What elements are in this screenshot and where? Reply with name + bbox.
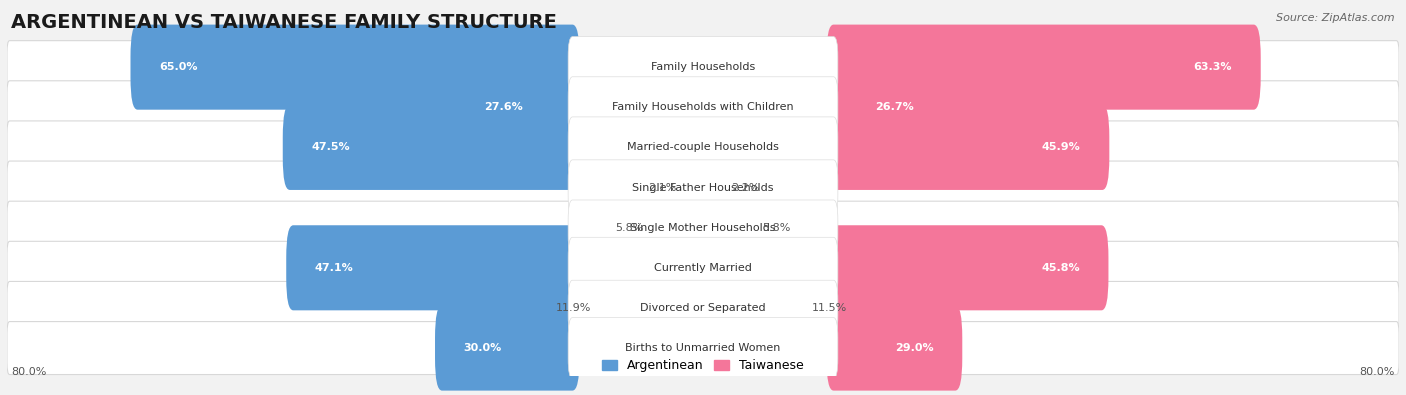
FancyBboxPatch shape: [827, 65, 942, 150]
FancyBboxPatch shape: [7, 121, 1399, 174]
FancyBboxPatch shape: [287, 225, 579, 310]
Text: ARGENTINEAN VS TAIWANESE FAMILY STRUCTURE: ARGENTINEAN VS TAIWANESE FAMILY STRUCTUR…: [11, 13, 557, 32]
FancyBboxPatch shape: [568, 237, 838, 298]
Text: Family Households: Family Households: [651, 62, 755, 72]
Legend: Argentinean, Taiwanese: Argentinean, Taiwanese: [598, 354, 808, 377]
FancyBboxPatch shape: [568, 160, 838, 215]
Text: Births to Unmarried Women: Births to Unmarried Women: [626, 343, 780, 353]
Text: 45.8%: 45.8%: [1040, 263, 1080, 273]
Text: Family Households with Children: Family Households with Children: [612, 102, 794, 112]
FancyBboxPatch shape: [283, 105, 579, 190]
Text: 80.0%: 80.0%: [1360, 367, 1395, 377]
Text: Currently Married: Currently Married: [654, 263, 752, 273]
FancyBboxPatch shape: [7, 322, 1399, 374]
FancyBboxPatch shape: [568, 117, 838, 178]
Text: 80.0%: 80.0%: [11, 367, 46, 377]
Text: 65.0%: 65.0%: [159, 62, 198, 72]
Text: Source: ZipAtlas.com: Source: ZipAtlas.com: [1277, 13, 1395, 23]
FancyBboxPatch shape: [7, 282, 1399, 335]
Text: 11.5%: 11.5%: [811, 303, 846, 313]
Text: 63.3%: 63.3%: [1194, 62, 1232, 72]
FancyBboxPatch shape: [827, 225, 1108, 310]
Text: 47.1%: 47.1%: [315, 263, 354, 273]
FancyBboxPatch shape: [568, 280, 838, 336]
FancyBboxPatch shape: [7, 241, 1399, 294]
FancyBboxPatch shape: [131, 24, 579, 110]
FancyBboxPatch shape: [827, 24, 1261, 110]
FancyBboxPatch shape: [568, 318, 838, 378]
FancyBboxPatch shape: [7, 41, 1399, 94]
Text: Divorced or Separated: Divorced or Separated: [640, 303, 766, 313]
Text: 30.0%: 30.0%: [464, 343, 502, 353]
Text: Single Mother Households: Single Mother Households: [630, 223, 776, 233]
FancyBboxPatch shape: [568, 37, 838, 98]
FancyBboxPatch shape: [7, 161, 1399, 214]
FancyBboxPatch shape: [434, 305, 579, 391]
Text: 27.6%: 27.6%: [485, 102, 523, 112]
FancyBboxPatch shape: [568, 77, 838, 138]
FancyBboxPatch shape: [7, 201, 1399, 254]
Text: Married-couple Households: Married-couple Households: [627, 143, 779, 152]
Text: 2.1%: 2.1%: [648, 182, 676, 192]
Text: Single Father Households: Single Father Households: [633, 182, 773, 192]
FancyBboxPatch shape: [568, 200, 838, 255]
Text: 2.2%: 2.2%: [731, 182, 759, 192]
Text: 5.8%: 5.8%: [762, 223, 790, 233]
Text: 29.0%: 29.0%: [896, 343, 934, 353]
Text: 11.9%: 11.9%: [555, 303, 591, 313]
Text: 26.7%: 26.7%: [875, 102, 914, 112]
Text: 45.9%: 45.9%: [1042, 143, 1081, 152]
FancyBboxPatch shape: [456, 65, 579, 150]
FancyBboxPatch shape: [827, 105, 1109, 190]
FancyBboxPatch shape: [7, 81, 1399, 134]
Text: 47.5%: 47.5%: [312, 143, 350, 152]
Text: 5.8%: 5.8%: [616, 223, 644, 233]
FancyBboxPatch shape: [827, 305, 962, 391]
